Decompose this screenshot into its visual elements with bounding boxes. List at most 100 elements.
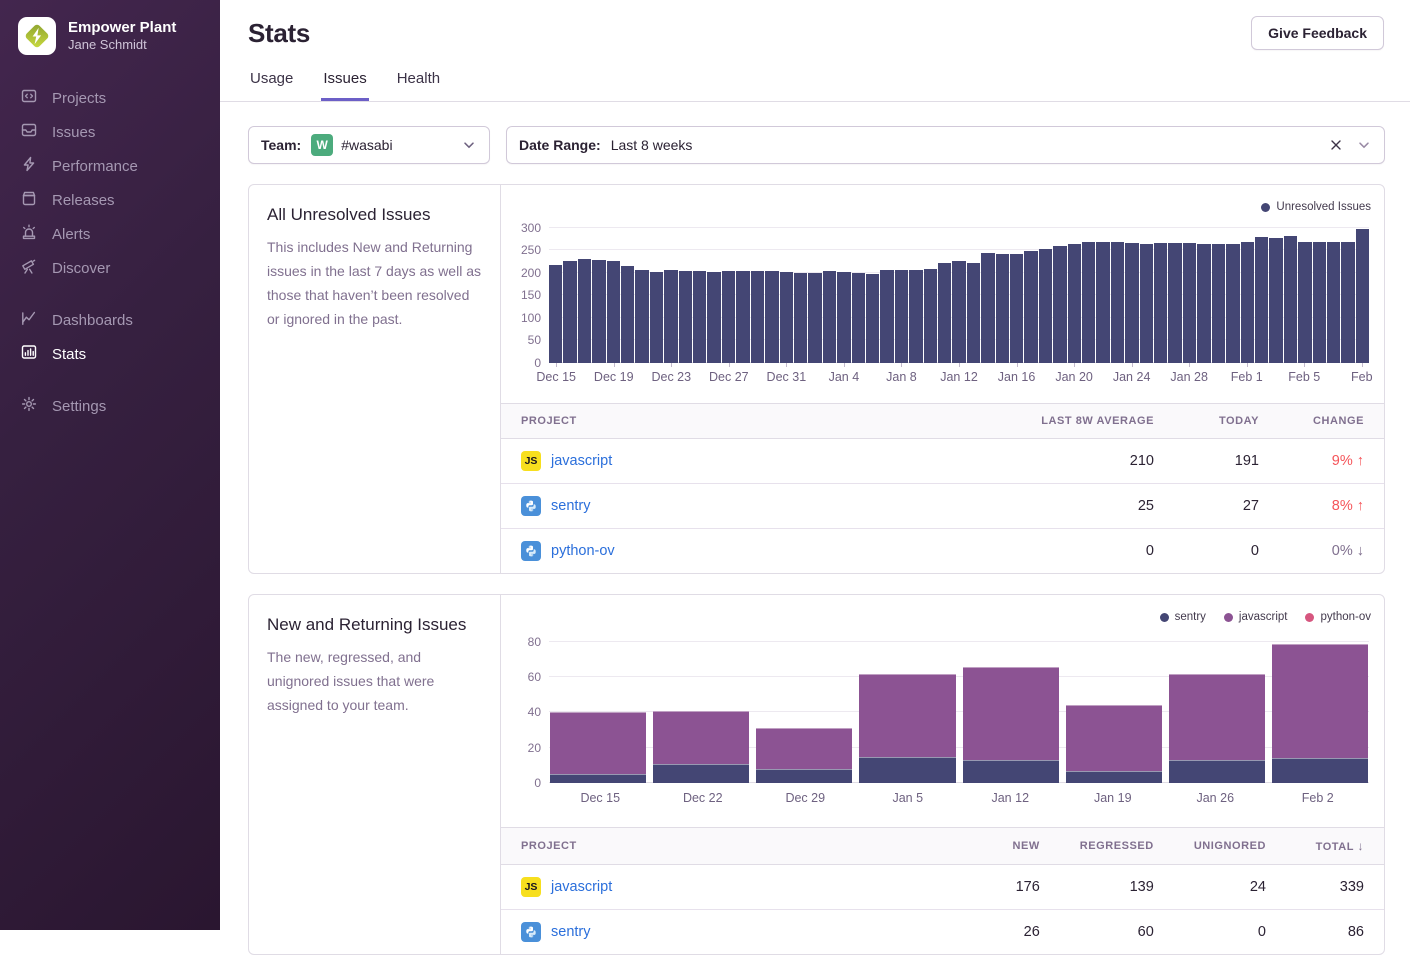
bar[interactable] [1154,243,1168,363]
bar[interactable] [1240,242,1254,363]
column-header-project[interactable]: PROJECT [501,403,974,439]
sidebar-item-projects[interactable]: Projects [0,81,220,115]
sidebar-item-discover[interactable]: Discover [0,251,220,285]
sidebar-item-stats[interactable]: Stats [0,337,220,371]
column-header-today[interactable]: TODAY [1174,403,1279,439]
sidebar-item-releases[interactable]: Releases [0,183,220,217]
tab-health[interactable]: Health [396,70,441,87]
bar[interactable] [1355,228,1370,363]
bar-segment[interactable] [550,774,647,783]
org-switcher[interactable]: Empower Plant Jane Schmidt [0,0,220,81]
sidebar-item-alerts[interactable]: Alerts [0,217,220,251]
bar[interactable] [621,266,635,363]
bar[interactable] [606,260,621,363]
bar[interactable] [822,270,837,363]
bar[interactable] [765,271,779,363]
bar[interactable] [1024,251,1038,363]
bar[interactable] [1211,244,1226,363]
bar[interactable] [952,261,966,363]
bar[interactable] [1298,241,1312,363]
bar[interactable] [1254,237,1269,363]
bar[interactable] [1182,243,1197,363]
bar[interactable] [1269,237,1283,363]
bar[interactable] [664,270,678,363]
bar[interactable] [880,270,894,363]
bar[interactable] [678,271,693,363]
bar[interactable] [707,271,721,363]
column-header-regressed[interactable]: REGRESSED [1059,827,1174,865]
bar[interactable] [1067,244,1082,363]
bar[interactable] [1197,244,1211,363]
bar[interactable] [750,271,765,363]
bar-segment[interactable] [962,760,1059,783]
bar[interactable] [1053,246,1067,363]
bar[interactable] [1283,236,1298,363]
legend-item[interactable]: sentry [1159,611,1206,623]
project-link[interactable]: javascript [551,453,613,469]
bar[interactable] [837,271,851,363]
bar[interactable] [736,271,750,363]
sidebar-item-issues[interactable]: Issues [0,115,220,149]
bar-segment[interactable] [859,756,956,783]
bar[interactable] [635,269,649,363]
bar[interactable] [995,254,1009,363]
bar[interactable] [937,263,952,363]
bar[interactable] [981,253,995,363]
project-link[interactable]: sentry [551,924,591,940]
bar[interactable] [592,259,606,363]
project-link[interactable]: javascript [551,879,613,895]
bar[interactable] [779,272,793,363]
project-link[interactable]: sentry [551,498,591,514]
column-header-change[interactable]: CHANGE [1279,403,1384,439]
bar-segment[interactable] [653,710,750,764]
bar[interactable] [851,272,865,363]
bar[interactable] [1326,242,1341,363]
bar[interactable] [923,268,937,363]
bar[interactable] [1010,253,1024,363]
bar[interactable] [1312,241,1326,363]
column-header-unignored[interactable]: UNIGNORED [1173,827,1286,865]
bar-segment[interactable] [962,666,1059,761]
sidebar-item-settings[interactable]: Settings [0,389,220,423]
bar[interactable] [909,269,923,363]
bar[interactable] [577,259,592,363]
legend-item[interactable]: javascript [1223,611,1287,623]
bar-segment[interactable] [550,712,647,775]
sidebar-item-performance[interactable]: Performance [0,149,220,183]
bar-segment[interactable] [1168,673,1265,761]
column-header-last-8w-average[interactable]: LAST 8W AVERAGE [974,403,1174,439]
bar[interactable] [865,273,880,363]
chevron-down-icon[interactable] [1356,137,1372,153]
bar[interactable] [563,261,577,363]
bar[interactable] [549,265,563,363]
bar[interactable] [1082,242,1096,363]
bar-segment[interactable] [859,673,956,757]
bar[interactable] [1096,241,1110,363]
legend-item[interactable]: Unresolved Issues [1261,201,1371,213]
column-header-new[interactable]: NEW [947,827,1060,865]
bar[interactable] [693,271,707,363]
bar[interactable] [649,271,664,363]
bar-segment[interactable] [1065,705,1162,771]
bar-segment[interactable] [756,768,853,783]
bar[interactable] [808,272,822,363]
bar-segment[interactable] [653,763,750,783]
bar[interactable] [1341,241,1355,363]
tab-issues[interactable]: Issues [321,70,369,101]
legend-item[interactable]: python-ov [1305,611,1371,623]
bar[interactable] [894,269,909,363]
column-header-project[interactable]: PROJECT [501,827,948,865]
tab-usage[interactable]: Usage [250,70,294,87]
bar[interactable] [1226,243,1240,363]
bar[interactable] [1125,242,1139,363]
team-select[interactable]: Team: W #wasabi [248,126,490,164]
bar[interactable] [721,271,736,363]
column-header-total[interactable]: TOTAL ↓ [1286,827,1384,865]
bar-segment[interactable] [1065,770,1162,783]
bar[interactable] [1139,243,1154,363]
project-link[interactable]: python-ov [551,543,615,559]
bar-segment[interactable] [1271,758,1368,783]
give-feedback-button[interactable]: Give Feedback [1251,16,1384,50]
date-range-select[interactable]: Date Range: Last 8 weeks [506,126,1385,164]
clear-date-range-icon[interactable] [1328,137,1344,153]
